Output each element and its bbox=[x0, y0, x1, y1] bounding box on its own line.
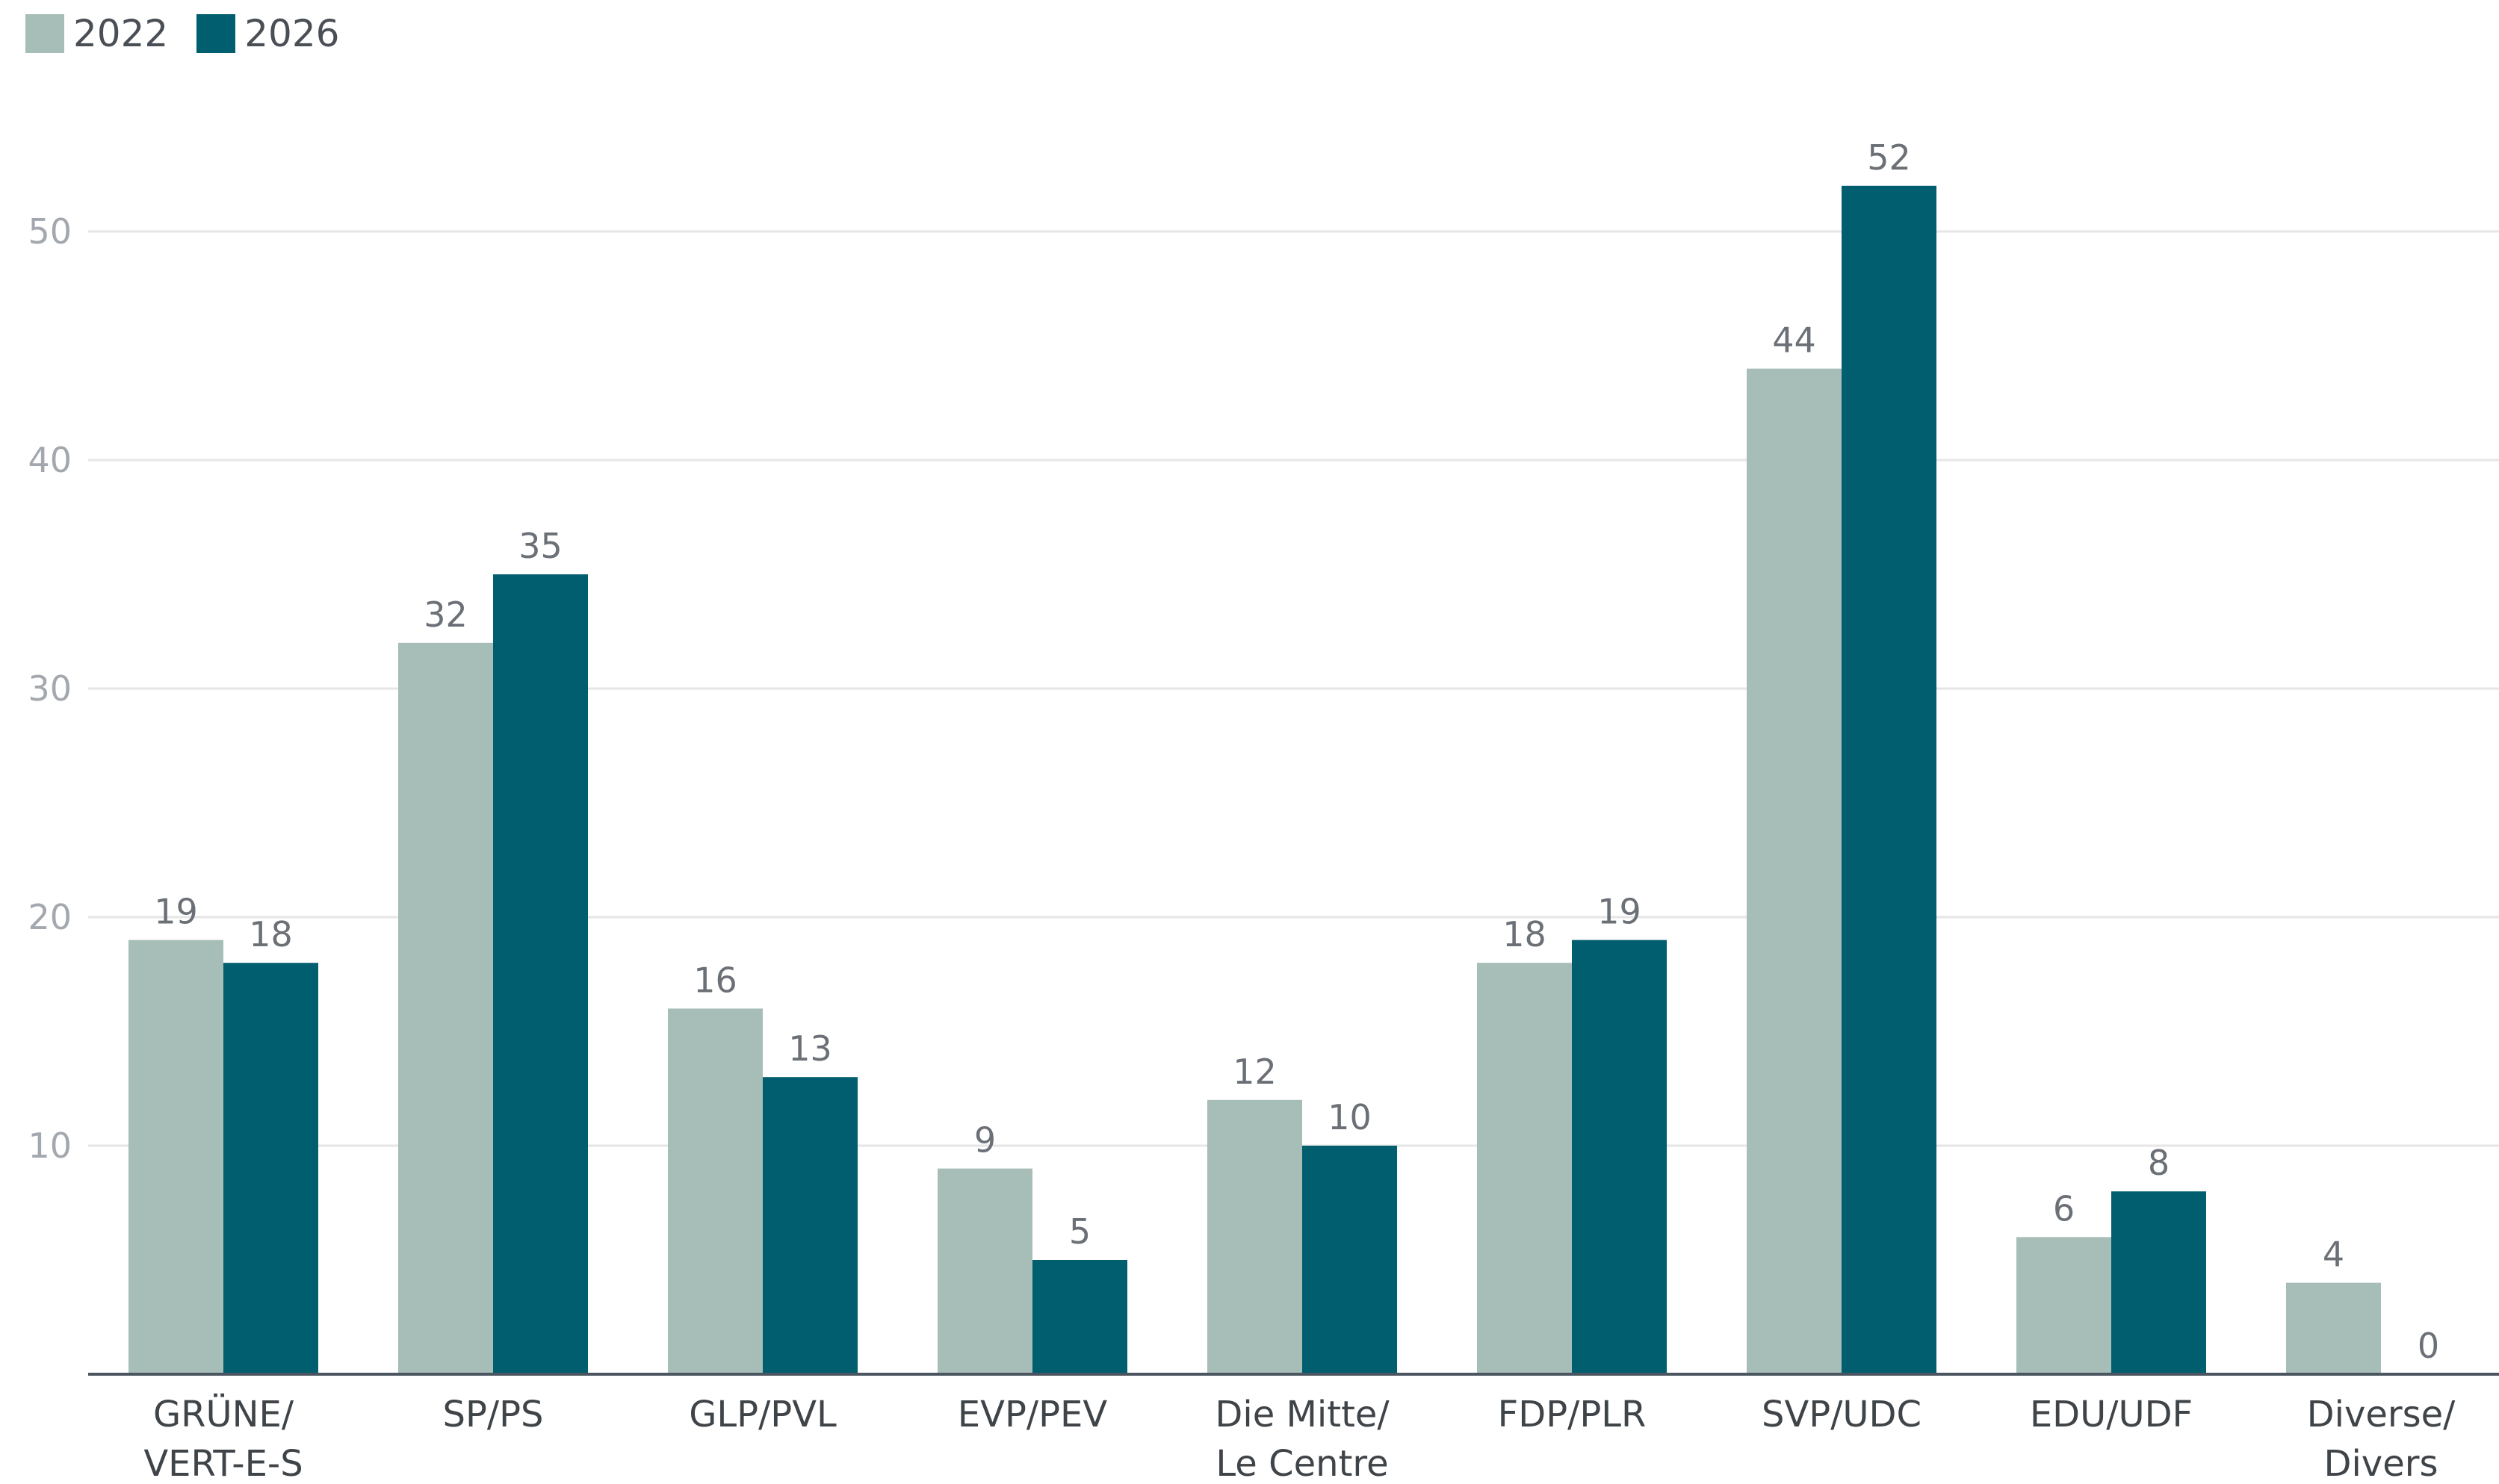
bar-2022 bbox=[1477, 963, 1572, 1374]
legend-swatch-2022 bbox=[25, 14, 64, 53]
category-label-line: FDP/PLR bbox=[1498, 1394, 1647, 1435]
data-label: 32 bbox=[424, 594, 468, 635]
category-label-line: GRÜNE/ bbox=[153, 1394, 294, 1435]
data-label: 18 bbox=[1502, 914, 1546, 954]
data-label: 5 bbox=[1069, 1211, 1091, 1252]
y-tick-label: 30 bbox=[28, 668, 72, 709]
bar-2022 bbox=[128, 940, 223, 1374]
data-label: 4 bbox=[2323, 1235, 2344, 1275]
data-label: 19 bbox=[1597, 892, 1641, 932]
data-label: 9 bbox=[974, 1120, 996, 1161]
data-label: 44 bbox=[1772, 320, 1816, 361]
category-label-line: Diverse/ bbox=[2307, 1394, 2456, 1435]
data-labels: 19 18 32 35 16 13 9 5 12 10 18 19 44 52 6 8 4 0 bbox=[154, 137, 2439, 1366]
category-label: GRÜNE/VERT-E-S bbox=[143, 1394, 303, 1484]
category-label: EVP/PEV bbox=[958, 1394, 1108, 1435]
bar-2022 bbox=[2286, 1282, 2381, 1374]
bar-2026 bbox=[1032, 1260, 1127, 1374]
data-label: 35 bbox=[518, 526, 563, 566]
y-tick-label: 20 bbox=[28, 897, 72, 937]
legend-label-2026: 2026 bbox=[244, 12, 340, 55]
bars bbox=[128, 185, 2381, 1375]
data-label: 8 bbox=[2148, 1143, 2170, 1183]
category-label: EDU/UDF bbox=[2030, 1394, 2193, 1435]
category-label-line: Le Centre bbox=[1216, 1443, 1388, 1484]
bar-2026 bbox=[763, 1077, 858, 1374]
bar-2026 bbox=[493, 574, 588, 1374]
x-axis: GRÜNE/VERT-E-S SP/PS GLP/PVL EVP/PEV Die Mit… bbox=[88, 1373, 2499, 1484]
data-label: 0 bbox=[2418, 1326, 2439, 1366]
y-axis-ticks: 10 20 30 40 50 bbox=[28, 211, 72, 1166]
category-label-line: VERT-E-S bbox=[143, 1443, 303, 1484]
bar-2026 bbox=[1572, 940, 1667, 1374]
legend-item-2026: 2026 bbox=[196, 12, 340, 55]
bar-2022 bbox=[2016, 1237, 2111, 1374]
category-label-line: Divers bbox=[2324, 1443, 2438, 1484]
y-tick-label: 10 bbox=[28, 1126, 72, 1166]
y-tick-label: 50 bbox=[28, 211, 72, 252]
bar-2026 bbox=[2111, 1191, 2206, 1374]
y-tick-label: 40 bbox=[28, 440, 72, 480]
category-label-line: SP/PS bbox=[443, 1394, 544, 1435]
category-label-line: SVP/UDC bbox=[1762, 1394, 1922, 1435]
data-label: 19 bbox=[154, 892, 198, 932]
bar-2022 bbox=[668, 1008, 763, 1374]
category-label: FDP/PLR bbox=[1498, 1394, 1647, 1435]
data-label: 10 bbox=[1328, 1097, 1372, 1137]
bar-2022 bbox=[1207, 1099, 1302, 1374]
data-label: 16 bbox=[693, 960, 737, 1000]
data-label: 52 bbox=[1867, 137, 1911, 178]
data-label: 13 bbox=[788, 1028, 832, 1069]
bar-2026 bbox=[1302, 1146, 1397, 1374]
legend-item-2022: 2022 bbox=[25, 12, 168, 55]
data-label: 6 bbox=[2053, 1188, 2075, 1229]
category-label-line: EVP/PEV bbox=[958, 1394, 1108, 1435]
bar-2026 bbox=[223, 963, 318, 1374]
legend-swatch-2026 bbox=[196, 14, 236, 53]
chart-legend: 2022 2026 bbox=[25, 12, 368, 55]
category-label: Diverse/Divers bbox=[2307, 1394, 2456, 1484]
category-label: GLP/PVL bbox=[689, 1394, 837, 1435]
category-label-line: EDU/UDF bbox=[2030, 1394, 2193, 1435]
bar-2026 bbox=[1842, 185, 1936, 1374]
bar-2022 bbox=[1747, 368, 1842, 1375]
category-label-line: Die Mitte/ bbox=[1215, 1394, 1390, 1435]
category-label: Die Mitte/Le Centre bbox=[1215, 1394, 1390, 1484]
data-label: 18 bbox=[249, 914, 293, 954]
category-label: SP/PS bbox=[443, 1394, 544, 1435]
legend-label-2022: 2022 bbox=[73, 12, 169, 55]
data-label: 12 bbox=[1233, 1052, 1277, 1092]
bar-2022 bbox=[938, 1168, 1032, 1374]
category-label-line: GLP/PVL bbox=[689, 1394, 837, 1435]
bar-2022 bbox=[398, 642, 493, 1374]
category-label: SVP/UDC bbox=[1762, 1394, 1922, 1435]
